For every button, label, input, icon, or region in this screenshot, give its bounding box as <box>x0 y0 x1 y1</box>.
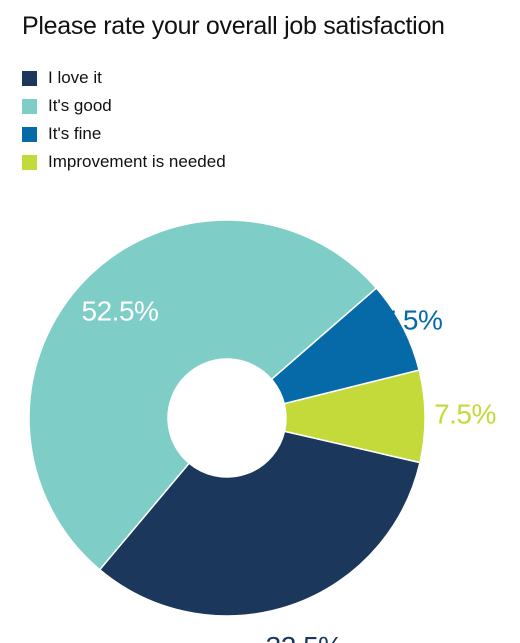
legend-swatch-its-fine <box>22 126 37 142</box>
legend: I love it It's good It's fine Improvemen… <box>22 64 226 176</box>
legend-item-its-good: It's good <box>22 92 226 120</box>
legend-label-i-love-it: I love it <box>48 68 102 87</box>
legend-label-its-good: It's good <box>48 96 112 115</box>
legend-swatch-improvement-is-needed <box>22 154 37 170</box>
chart-title: Please rate your overall job satisfactio… <box>22 12 445 40</box>
legend-item-improvement-is-needed: Improvement is needed <box>22 148 226 176</box>
legend-swatch-i-love-it <box>22 70 37 86</box>
legend-item-i-love-it: I love it <box>22 64 226 92</box>
slice-label-i-love-it: 32.5% <box>266 631 343 643</box>
legend-label-improvement-is-needed: Improvement is needed <box>48 152 226 171</box>
slice-label-improvement-is-needed: 7.5% <box>434 398 496 429</box>
legend-swatch-its-good <box>22 98 37 114</box>
legend-item-its-fine: It's fine <box>22 120 226 148</box>
slice-i-love-it <box>98 430 421 617</box>
slice-its-good <box>28 219 378 571</box>
slice-label-its-good: 52.5% <box>82 295 159 326</box>
slice-label-its-fine: 7.5% <box>381 304 443 335</box>
legend-label-its-fine: It's fine <box>48 124 102 143</box>
slice-improvement-is-needed <box>283 369 426 464</box>
